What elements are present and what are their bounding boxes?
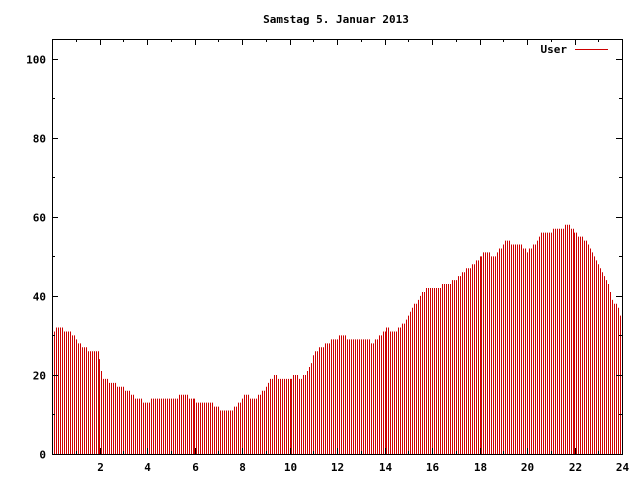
y-tick-label: 100 <box>26 54 46 67</box>
y-tick-label: 0 <box>39 449 46 462</box>
y-tick-label: 40 <box>33 291 46 304</box>
x-tick-label: 6 <box>192 461 199 474</box>
x-tick-label: 20 <box>521 461 534 474</box>
x-tick-label: 4 <box>144 461 151 474</box>
x-tick-label: 2 <box>97 461 104 474</box>
x-tick-label: 10 <box>284 461 297 474</box>
bar-series <box>52 224 621 454</box>
x-tick-label: 22 <box>569 461 582 474</box>
x-tick-label: 18 <box>474 461 487 474</box>
x-tick-label: 8 <box>239 461 246 474</box>
legend-label: User <box>541 43 568 56</box>
y-tick-label: 60 <box>33 212 46 225</box>
y-tick-label: 20 <box>33 370 46 383</box>
chart-title: Samstag 5. Januar 2013 <box>263 13 409 26</box>
x-tick-label: 16 <box>426 461 440 474</box>
x-tick-label: 24 <box>616 461 630 474</box>
x-tick-label: 14 <box>379 461 393 474</box>
x-tick-label: 12 <box>331 461 344 474</box>
y-tick-label: 80 <box>33 133 46 146</box>
legend: User <box>541 43 608 56</box>
